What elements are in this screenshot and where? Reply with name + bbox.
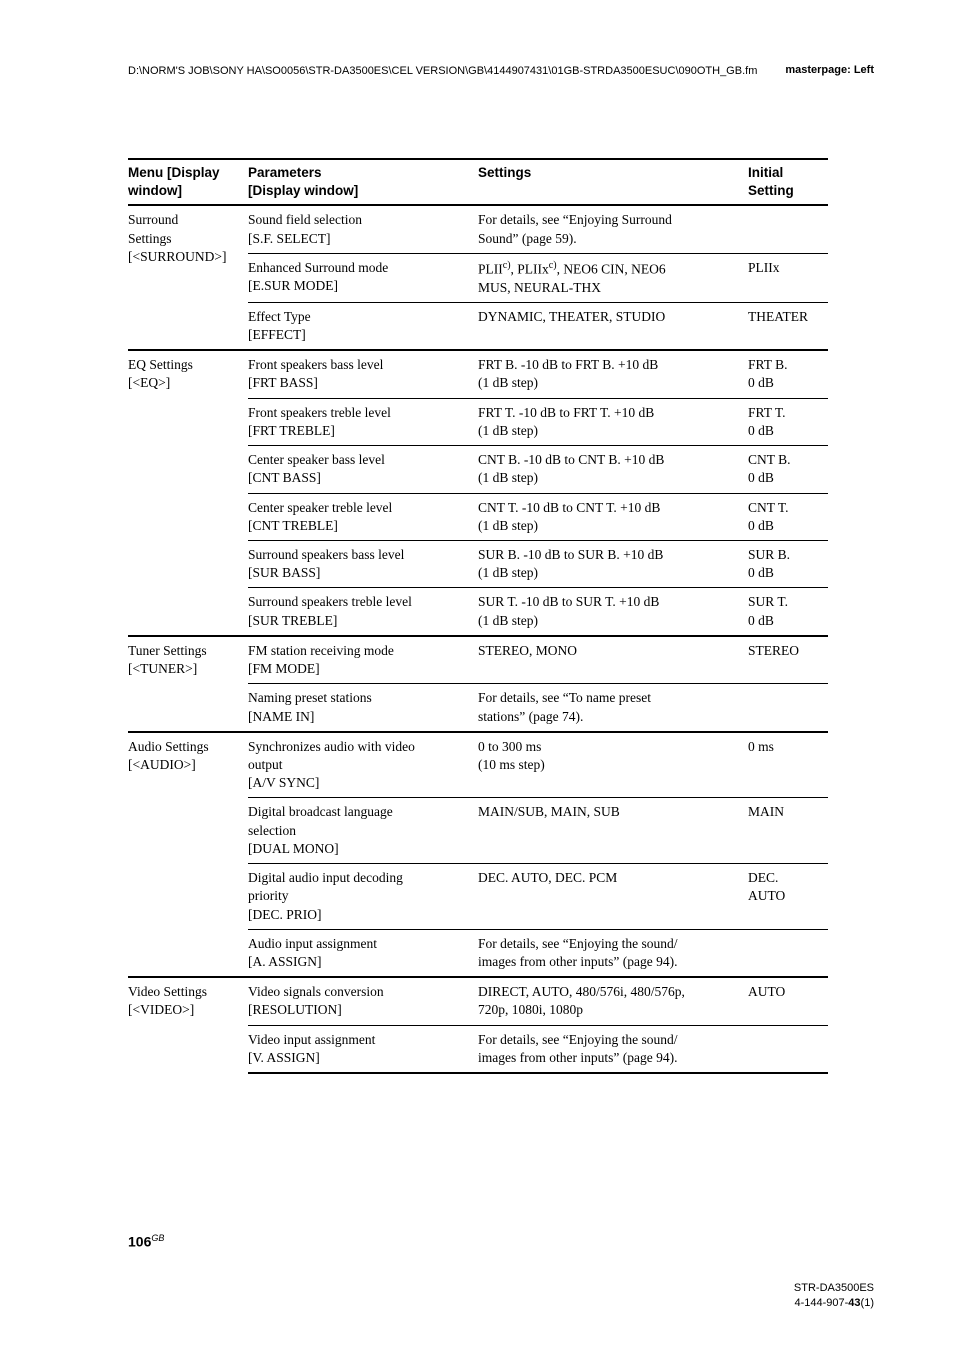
initial-cell: 0 ms (748, 732, 828, 798)
page-header: D:\NORM'S JOB\SONY HA\SO0056\STR-DA3500E… (128, 64, 874, 78)
initial-cell: SUR B.0 dB (748, 541, 828, 588)
param-cell: Effect Type[EFFECT] (248, 302, 478, 350)
col-menu: Menu [Display window] (128, 159, 248, 205)
param-cell: Video signals conversion[RESOLUTION] (248, 977, 478, 1025)
param-cell: FM station receiving mode[FM MODE] (248, 636, 478, 684)
table-header-row: Menu [Display window] Parameters [Displa… (128, 159, 828, 205)
table-row: Video Settings[<VIDEO>]Video signals con… (128, 977, 828, 1025)
param-cell: Center speaker bass level[CNT BASS] (248, 446, 478, 493)
settings-cell: FRT B. -10 dB to FRT B. +10 dB(1 dB step… (478, 350, 748, 398)
initial-cell: MAIN (748, 798, 828, 864)
page-number-value: 106 (128, 1234, 151, 1250)
masterpage-label: masterpage: Left (785, 64, 874, 78)
settings-cell: SUR T. -10 dB to SUR T. +10 dB(1 dB step… (478, 588, 748, 636)
param-cell: Audio input assignment[A. ASSIGN] (248, 929, 478, 977)
col-initial-line2: Setting (748, 183, 794, 198)
initial-cell: DEC.AUTO (748, 864, 828, 930)
initial-cell: SUR T.0 dB (748, 588, 828, 636)
settings-cell: STEREO, MONO (478, 636, 748, 684)
settings-cell: PLIIc), PLIIxc), NEO6 CIN, NEO6MUS, NEUR… (478, 253, 748, 302)
param-cell: Center speaker treble level[CNT TREBLE] (248, 493, 478, 540)
initial-cell: STEREO (748, 636, 828, 684)
settings-cell: DEC. AUTO, DEC. PCM (478, 864, 748, 930)
settings-table: Menu [Display window] Parameters [Displa… (128, 158, 828, 1074)
footer-line2c: (1) (861, 1297, 874, 1309)
param-cell: Sound field selection[S.F. SELECT] (248, 205, 478, 253)
col-initial-line1: Initial (748, 165, 783, 180)
table-row: Tuner Settings[<TUNER>]FM station receiv… (128, 636, 828, 684)
settings-cell: MAIN/SUB, MAIN, SUB (478, 798, 748, 864)
initial-cell (748, 929, 828, 977)
param-cell: Digital broadcast languageselection[DUAL… (248, 798, 478, 864)
param-cell: Naming preset stations[NAME IN] (248, 684, 478, 732)
initial-cell: THEATER (748, 302, 828, 350)
param-cell: Digital audio input decodingpriority[DEC… (248, 864, 478, 930)
footer-model: STR-DA3500ES 4-144-907-43(1) (794, 1281, 874, 1310)
settings-table-wrap: Menu [Display window] Parameters [Displa… (128, 158, 828, 1074)
settings-cell: CNT B. -10 dB to CNT B. +10 dB(1 dB step… (478, 446, 748, 493)
initial-cell (748, 205, 828, 253)
footer-line1: STR-DA3500ES (794, 1282, 874, 1294)
table-row: SurroundSettings[<SURROUND>]Sound field … (128, 205, 828, 253)
param-cell: Surround speakers treble level[SUR TREBL… (248, 588, 478, 636)
footer-line2a: 4-144-907- (794, 1297, 848, 1309)
col-menu-line2: window] (128, 183, 182, 198)
col-settings: Settings (478, 159, 748, 205)
settings-cell: For details, see “Enjoying SurroundSound… (478, 205, 748, 253)
col-parameters: Parameters [Display window] (248, 159, 478, 205)
initial-cell: FRT T.0 dB (748, 398, 828, 445)
col-param-line1: Parameters (248, 165, 322, 180)
table-body: SurroundSettings[<SURROUND>]Sound field … (128, 205, 828, 1073)
param-cell: Synchronizes audio with videooutput[A/V … (248, 732, 478, 798)
param-cell: Enhanced Surround mode[E.SUR MODE] (248, 253, 478, 302)
page-number: 106GB (128, 1233, 164, 1250)
initial-cell: CNT T.0 dB (748, 493, 828, 540)
settings-cell: SUR B. -10 dB to SUR B. +10 dB(1 dB step… (478, 541, 748, 588)
initial-cell: AUTO (748, 977, 828, 1025)
menu-cell: Video Settings[<VIDEO>] (128, 977, 248, 1073)
file-path: D:\NORM'S JOB\SONY HA\SO0056\STR-DA3500E… (128, 64, 757, 78)
col-param-line2: [Display window] (248, 183, 358, 198)
initial-cell: PLIIx (748, 253, 828, 302)
settings-cell: For details, see “To name presetstations… (478, 684, 748, 732)
initial-cell (748, 684, 828, 732)
settings-cell: 0 to 300 ms(10 ms step) (478, 732, 748, 798)
menu-cell: SurroundSettings[<SURROUND>] (128, 205, 248, 350)
settings-cell: CNT T. -10 dB to CNT T. +10 dB(1 dB step… (478, 493, 748, 540)
initial-cell: FRT B.0 dB (748, 350, 828, 398)
footer-line2b: 43 (848, 1297, 860, 1309)
menu-cell: Tuner Settings[<TUNER>] (128, 636, 248, 732)
col-settings-line1: Settings (478, 165, 531, 180)
initial-cell: CNT B.0 dB (748, 446, 828, 493)
param-cell: Surround speakers bass level[SUR BASS] (248, 541, 478, 588)
settings-cell: For details, see “Enjoying the sound/ima… (478, 929, 748, 977)
settings-cell: DYNAMIC, THEATER, STUDIO (478, 302, 748, 350)
col-menu-line1: Menu [Display (128, 165, 220, 180)
settings-cell: DIRECT, AUTO, 480/576i, 480/576p,720p, 1… (478, 977, 748, 1025)
page-number-suffix: GB (151, 1233, 164, 1243)
param-cell: Front speakers bass level[FRT BASS] (248, 350, 478, 398)
settings-cell: For details, see “Enjoying the sound/ima… (478, 1025, 748, 1073)
param-cell: Video input assignment[V. ASSIGN] (248, 1025, 478, 1073)
menu-cell: Audio Settings[<AUDIO>] (128, 732, 248, 977)
col-initial: Initial Setting (748, 159, 828, 205)
menu-cell: EQ Settings[<EQ>] (128, 350, 248, 636)
initial-cell (748, 1025, 828, 1073)
table-row: EQ Settings[<EQ>]Front speakers bass lev… (128, 350, 828, 398)
settings-cell: FRT T. -10 dB to FRT T. +10 dB(1 dB step… (478, 398, 748, 445)
param-cell: Front speakers treble level[FRT TREBLE] (248, 398, 478, 445)
table-row: Audio Settings[<AUDIO>]Synchronizes audi… (128, 732, 828, 798)
